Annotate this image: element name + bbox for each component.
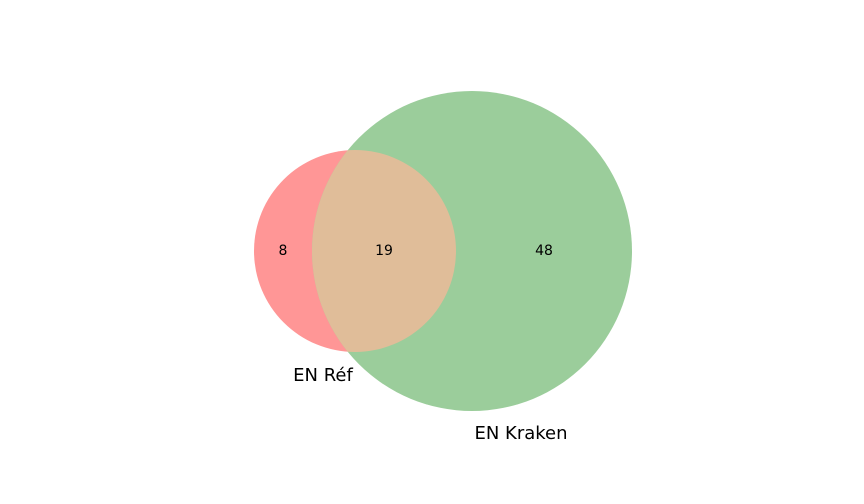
count-intersection: 19 — [375, 243, 393, 259]
set-label-kraken: EN Kraken — [474, 423, 567, 444]
count-only-ref: 8 — [279, 243, 288, 259]
intersection-region — [312, 150, 456, 352]
set-label-ref: EN Réf — [293, 365, 353, 386]
count-only-kraken: 48 — [535, 243, 553, 259]
